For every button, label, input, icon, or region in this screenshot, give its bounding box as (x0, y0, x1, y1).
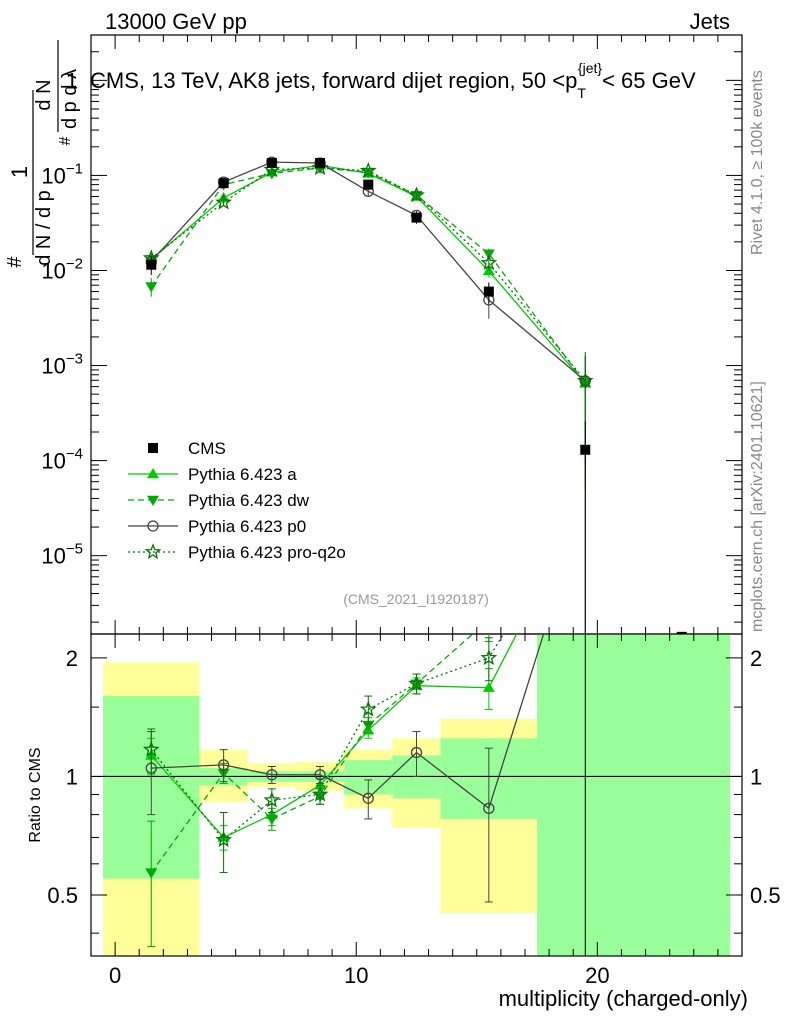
main-plot-area: 1 10−1 10−2 10−3 10−4 10−5 (41, 34, 743, 635)
series-2-ratio-line (151, 634, 545, 810)
ratio-frame-border (90, 633, 743, 957)
svg-text:#: # (57, 136, 74, 145)
ratio-y-tick-label: 2 (66, 646, 78, 671)
main-y-tick-label: 10−2 (41, 255, 83, 283)
series-3-ratio-point (263, 791, 281, 808)
header-energy: 13000 GeV pp (105, 9, 247, 34)
series-3-ratio-point (142, 740, 160, 757)
series-3-ratio-point (311, 785, 329, 802)
legend-label: Pythia 6.423 pro-q2o (188, 543, 346, 562)
data-point (218, 178, 229, 189)
ratio-y-tick-label: 1 (66, 764, 78, 789)
series-2-ratio-point (266, 769, 278, 781)
legend-label: Pythia 6.423 a (188, 465, 297, 484)
series-0-main-line (150, 164, 586, 384)
title-prefix: CMS, 13 TeV, AK8 jets, forward dijet reg… (90, 68, 565, 93)
svg-text:d N / d p: d N / d p (33, 190, 55, 266)
ratio-y-tick-label-right: 0.5 (750, 883, 781, 908)
series-3-main-point (359, 161, 377, 178)
chart-marks (142, 156, 687, 956)
data-point (315, 158, 326, 169)
data-point (363, 179, 374, 190)
title-pt-sup: {jet} (578, 60, 602, 76)
title-pt: p (565, 68, 577, 93)
data-point (146, 259, 157, 270)
series-2-main-line (150, 161, 586, 382)
svg-text:1: 1 (7, 166, 32, 178)
ratio-stat-band-8 (633, 634, 730, 956)
legend-label: Pythia 6.423 p0 (188, 517, 306, 536)
analysis-id: (CMS_2021_I1920187) (343, 591, 489, 607)
series-3-main-point (311, 159, 329, 176)
title-suffix: < 65 GeV (602, 68, 696, 93)
main-series-group (142, 156, 687, 634)
main-y-tick-label: 10−3 (41, 351, 83, 379)
data-point (266, 158, 277, 169)
series-1-main-line (150, 167, 586, 384)
series-2-ratio-point (217, 759, 230, 771)
legend-marker (147, 495, 159, 506)
series-1-ratio-point (483, 616, 495, 626)
svg-text:d N: d N (33, 79, 55, 110)
series-1-ratio-point (145, 868, 158, 879)
data-point (580, 444, 591, 455)
main-y-tick-label: 10−5 (41, 541, 83, 569)
series-1-ratio-line (150, 634, 474, 873)
series-3-main-point (215, 193, 233, 210)
data-point (411, 212, 422, 223)
series-3-ratio-point (480, 649, 498, 666)
svg-text:#: # (4, 256, 26, 268)
ratio-y-tick-label-right: 1 (750, 764, 762, 789)
series-3-main-point (576, 372, 594, 388)
series-2-ratio-point (410, 746, 423, 759)
y-axis-label-main: 1 d N / d p d N # d p d λ # (4, 40, 81, 268)
legend-marker (148, 443, 158, 453)
legend-marker (147, 468, 159, 479)
series-1-ratio-point (265, 814, 278, 825)
x-axis-label: multiplicity (charged-only) (499, 986, 748, 1011)
series-2-ratio-point (483, 802, 495, 814)
header-category: Jets (690, 9, 730, 34)
legend-marker (144, 543, 162, 560)
ratio-y-tick-label-right: 2 (750, 646, 762, 671)
mcplots-credit: mcplots.cern.ch [arXiv:2401.10621] (749, 381, 766, 632)
series-3-ratio-point (359, 700, 377, 717)
main-y-tick-label: 1 (66, 68, 78, 93)
series-3-ratio-point (215, 831, 233, 848)
rivet-version: Rivet 4.1.0, ≥ 100k events (749, 70, 766, 255)
series-1-main-point (145, 282, 158, 293)
chart-title: CMS, 13 TeV, AK8 jets, forward dijet reg… (90, 60, 696, 101)
ratio-series-group (142, 616, 586, 956)
legend-label: CMS (188, 439, 226, 458)
legend: CMS Pythia 6.423 a Pythia 6.423 dw Pythia 6… (128, 439, 346, 562)
data-point (676, 631, 687, 634)
y-axis-label-ratio: Ratio to CMS (27, 747, 44, 842)
legend-label: Pythia 6.423 dw (188, 491, 310, 510)
x-tick-label: 0 (109, 963, 121, 988)
ratio-y-tick-label: 0.5 (47, 883, 78, 908)
title-pt-sub: T (577, 85, 586, 101)
series-3-main-point (480, 254, 498, 271)
series-3-main-line (150, 167, 586, 382)
series-0-ratio-point (482, 681, 495, 692)
series-2-ratio-point (314, 769, 326, 781)
series-3-ratio-line (150, 634, 505, 841)
x-tick-label: 20 (585, 963, 609, 988)
series-2-ratio-point (362, 792, 374, 804)
data-point (483, 286, 494, 297)
main-y-tick-label: 10−4 (41, 446, 83, 474)
x-tick-label: 10 (344, 963, 368, 988)
legend-marker (147, 520, 159, 532)
svg-text:d p d λ: d p d λ (59, 69, 81, 129)
series-0-ratio-point (314, 779, 327, 790)
series-3-ratio-point (408, 674, 425, 691)
series-3-main-point (408, 186, 425, 203)
main-y-tick-label: 10−1 (41, 160, 83, 188)
